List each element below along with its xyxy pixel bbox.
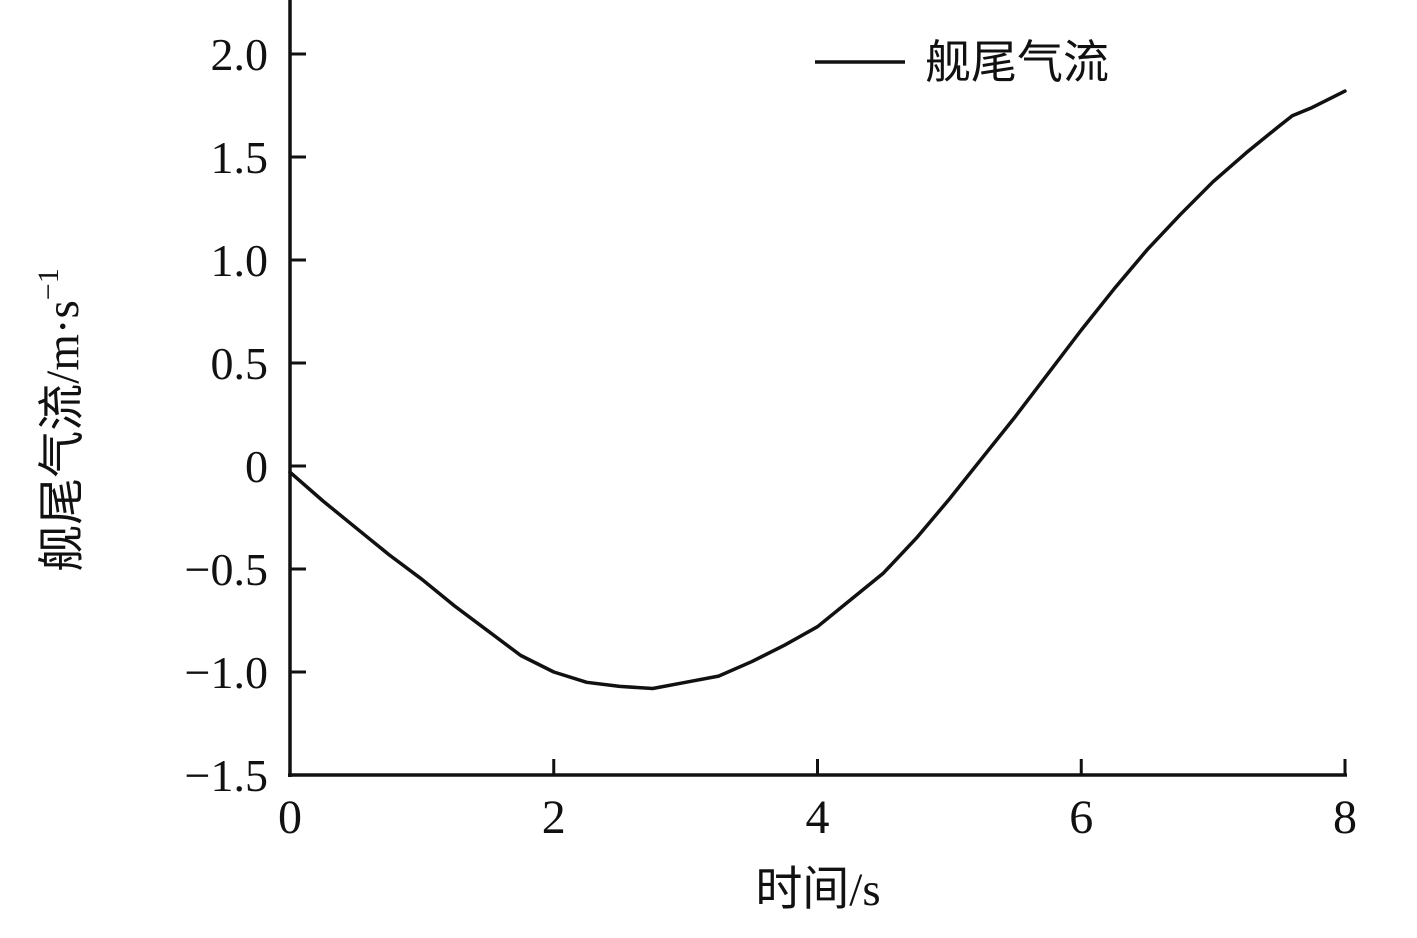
y-tick-label: 0 [245, 441, 268, 492]
x-tick-label: 8 [1333, 791, 1357, 844]
y-tick-label: −1.5 [185, 750, 268, 801]
x-axis-ticks: 0 2 4 6 8 [278, 759, 1357, 844]
x-axis-title: 时间/s [755, 864, 880, 916]
y-tick-label: 0.5 [211, 338, 269, 389]
y-axis-ticks: 2.0 1.5 1.0 0.5 0 −0.5 −1.0 −1.5 [185, 29, 306, 801]
series-line-group [288, 89, 1347, 691]
x-tick-label: 6 [1069, 791, 1093, 844]
y-tick-label: 1.5 [211, 132, 269, 183]
legend: 舰尾气流 [815, 37, 1109, 88]
legend-series-label: 舰尾气流 [925, 37, 1109, 88]
series-line [288, 89, 1347, 691]
y-axis-title-base: 舰尾气流/m·s [37, 300, 89, 572]
y-tick-label: 2.0 [211, 29, 269, 80]
y-tick-label: −0.5 [185, 544, 268, 595]
y-tick-label: −1.0 [185, 647, 268, 698]
y-axis-title-exponent: −1 [32, 268, 65, 300]
y-axis-title: 舰尾气流/m·s−1 [32, 268, 89, 571]
x-tick-label: 2 [542, 791, 566, 844]
x-tick-label: 0 [278, 791, 302, 844]
x-tick-label: 4 [806, 791, 830, 844]
y-tick-label: 1.0 [211, 235, 269, 286]
